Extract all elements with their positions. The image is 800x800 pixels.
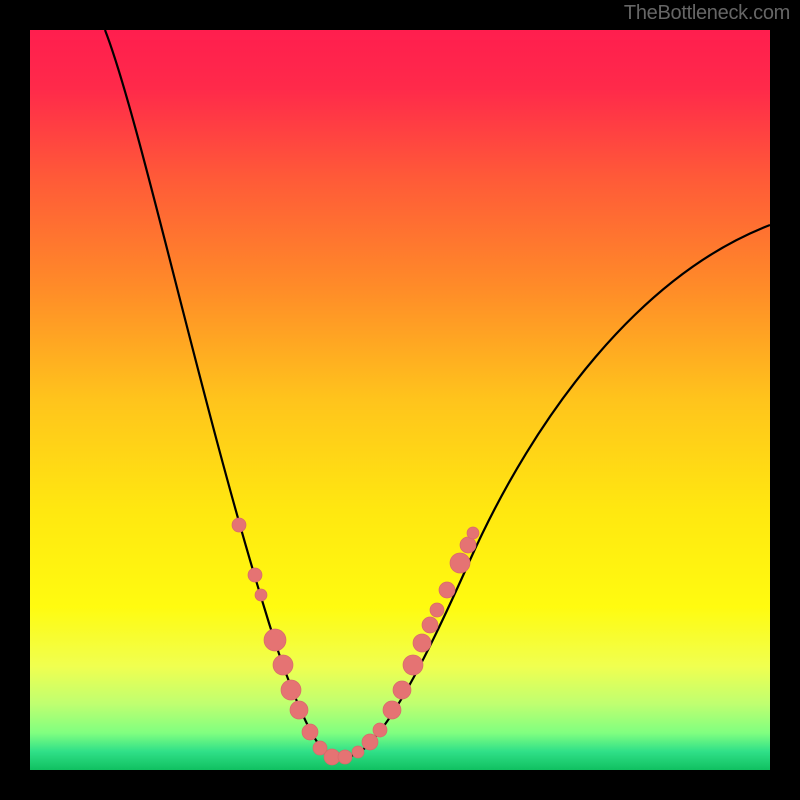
bottleneck-chart [0,0,800,800]
data-marker [302,724,318,740]
data-marker [281,680,301,700]
data-marker [413,634,431,652]
data-marker [430,603,444,617]
data-marker [403,655,423,675]
plot-background [30,30,770,770]
data-marker [248,568,262,582]
data-marker [264,629,286,651]
data-marker [467,527,479,539]
watermark-text: TheBottleneck.com [624,2,790,25]
data-marker [393,681,411,699]
data-marker [460,537,476,553]
data-marker [450,553,470,573]
data-marker [383,701,401,719]
data-marker [373,723,387,737]
data-marker [324,749,340,765]
data-marker [273,655,293,675]
data-marker [290,701,308,719]
data-marker [439,582,455,598]
data-marker [255,589,267,601]
data-marker [338,750,352,764]
data-marker [362,734,378,750]
data-marker [422,617,438,633]
data-marker [232,518,246,532]
chart-container: TheBottleneck.com [0,0,800,800]
data-marker [352,746,364,758]
